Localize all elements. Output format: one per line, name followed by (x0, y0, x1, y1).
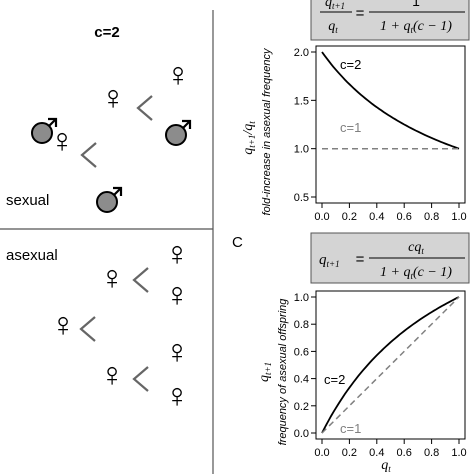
x-tick-label: 1.0 (451, 447, 466, 459)
reproduction-diagram: c=2 sexual asexual ♀ ♀ ♀ (0, 10, 214, 474)
x-tick-label: 0.4 (369, 211, 384, 223)
female-symbol: ♀ (164, 377, 190, 415)
x-tick-label: 1.0 (451, 211, 466, 223)
x-tick-label: 0.8 (424, 447, 439, 459)
x-tick-label: 0.6 (397, 447, 412, 459)
series-label: c=2 (324, 372, 345, 387)
female-symbol: ♀ (164, 333, 190, 371)
y-tick-label: 0.8 (294, 319, 309, 331)
series-label: c=1 (340, 421, 361, 436)
panel-b-ylabel-main: qt+1/qt (241, 121, 257, 155)
y-tick-label: 0.0 (294, 428, 309, 440)
formula-c-rhs-den: 1 + qt(c − 1) (380, 265, 452, 281)
female-symbol: ♀ (99, 259, 125, 297)
panel-c-xlabel: qt (381, 458, 391, 474)
formula-box-c: qt+1 = cqt 1 + qt(c − 1) (310, 232, 470, 284)
y-tick-label: 1.5 (294, 95, 309, 107)
x-tick-label: 0.6 (397, 211, 412, 223)
male-symbol (96, 186, 123, 213)
panel-c-letter: C (232, 234, 243, 251)
female-symbol: ♀ (164, 235, 190, 273)
female-symbol: ♀ (100, 79, 126, 117)
formula-b-equals: = (356, 5, 365, 22)
female-symbol: ♀ (165, 56, 191, 94)
series-label: c=1 (340, 120, 361, 135)
series-line-c2 (321, 51, 460, 150)
formula-box-b: qt+1 qt = 1 1 + qt(c − 1) (310, 0, 470, 41)
fold-increase-chart: 0.0 0.2 0.4 0.6 0.8 1.0 0.5 1.0 1.5 2.0 c=2 c=1 (294, 45, 467, 223)
x-tick-label: 0.0 (314, 211, 329, 223)
formula-b-lhs-den: qt (328, 19, 338, 35)
formula-b-rhs-den: 1 + qt(c − 1) (380, 19, 452, 35)
series-line-c2 (321, 296, 460, 434)
x-tick-label: 0.2 (342, 211, 357, 223)
series-label: c=2 (340, 57, 361, 72)
y-tick-label: 2.0 (294, 47, 309, 59)
female-symbol: ♀ (164, 276, 190, 314)
formula-c-equals: = (356, 251, 365, 268)
panel-b-ylabel-secondary: fold-increase in asexual frequency (261, 47, 273, 215)
female-symbol: ♀ (49, 122, 75, 160)
formula-c-lhs: qt+1 (319, 252, 340, 269)
asexual-offspring-chart: 0.0 0.2 0.4 0.6 0.8 1.0 0.0 0.2 0.4 0.6 0.8 1.0 c=2 c… (294, 290, 467, 459)
series-line-c1 (321, 296, 460, 434)
x-tick-label: 0.4 (369, 447, 384, 459)
y-tick-label: 0.6 (294, 346, 309, 358)
y-tick-label: 0.5 (294, 192, 309, 204)
y-tick-label: 1.0 (294, 144, 309, 156)
female-symbol: ♀ (99, 356, 125, 394)
formula-b-rhs-num: 1 (412, 0, 420, 9)
male-symbol (165, 119, 192, 146)
male-symbol (31, 117, 58, 144)
y-tick-label: 0.4 (294, 374, 309, 386)
lineage-branch-lines (79, 95, 153, 392)
panel-c-ylabel-main: qt+1 (257, 362, 273, 382)
formula-c-rhs-num: cqt (408, 240, 424, 256)
formula-b-lhs-num: qt+1 (325, 0, 345, 11)
asexual-label: asexual (6, 247, 58, 264)
diagram-title: c=2 (94, 24, 119, 41)
panel-c-ylabel-secondary: frequency of asexual offspring (277, 298, 289, 446)
female-symbol: ♀ (50, 306, 76, 344)
y-tick-label: 1.0 (294, 292, 309, 304)
x-tick-label: 0.0 (314, 447, 329, 459)
x-tick-label: 0.2 (342, 447, 357, 459)
sexual-label: sexual (6, 192, 49, 209)
y-tick-label: 0.2 (294, 401, 309, 413)
plot-frame (315, 45, 466, 204)
plot-frame (315, 290, 466, 440)
formula-box-b-bg (310, 0, 470, 41)
x-tick-label: 0.8 (424, 211, 439, 223)
